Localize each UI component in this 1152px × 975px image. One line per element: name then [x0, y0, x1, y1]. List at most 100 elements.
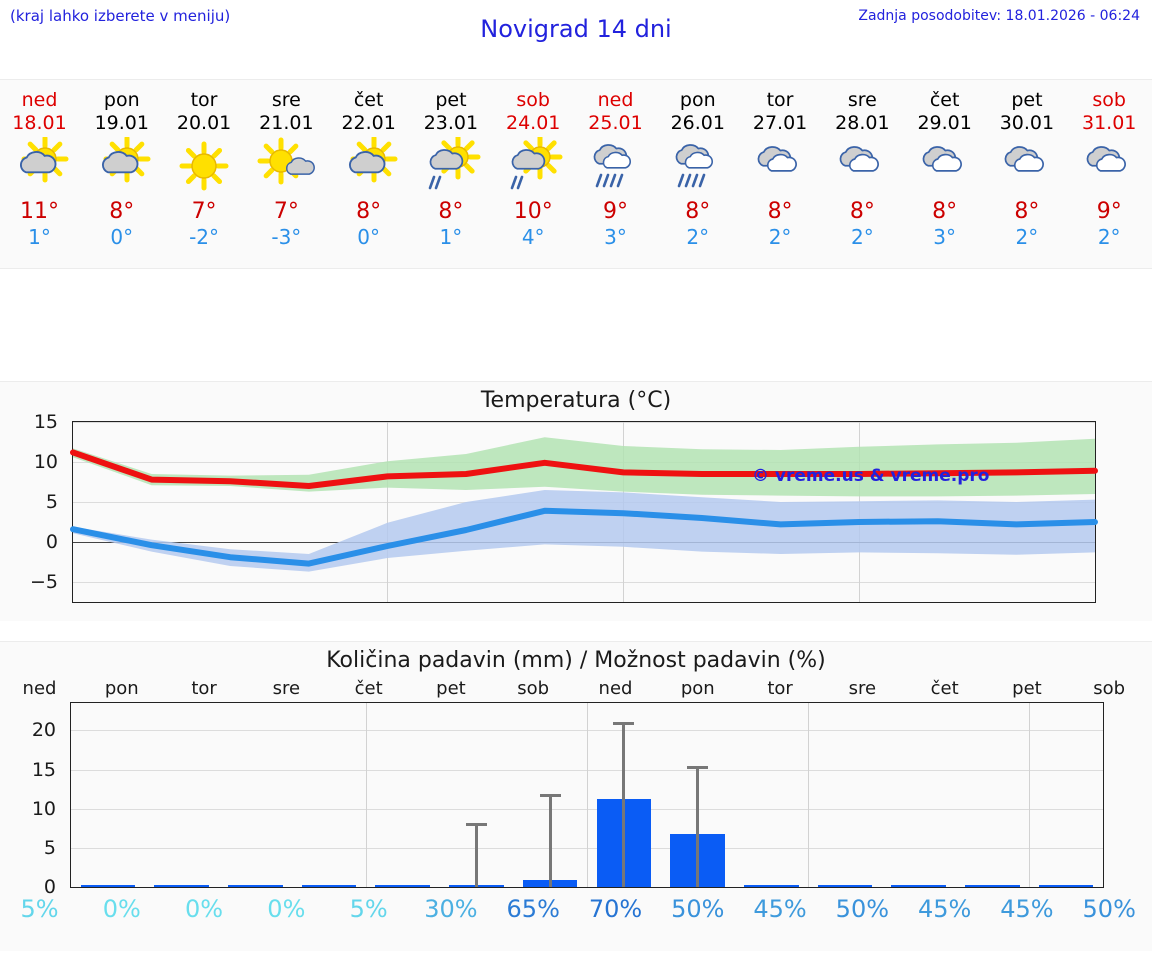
temperature-chart-title: Temperatura (°C) — [480, 388, 672, 413]
precipitation-probability: 0% — [267, 895, 306, 923]
precipitation-day-label: pon — [680, 678, 715, 699]
error-bar — [474, 822, 478, 887]
day-max-temp: 8° — [356, 199, 382, 224]
precipitation-bar[interactable] — [744, 884, 799, 887]
day-date: 19.01 — [94, 112, 149, 134]
error-bar-cap — [613, 721, 635, 725]
day-column[interactable]: čet 29.01 8° 3° — [905, 80, 984, 270]
day-name: pet — [1011, 89, 1043, 111]
cloudy-icon — [905, 137, 984, 195]
precipitation-day-label: pet — [436, 678, 466, 699]
precipitation-bar[interactable] — [80, 884, 136, 887]
precipitation-probability: 45% — [753, 895, 807, 923]
cloudy-icon — [1070, 137, 1149, 195]
cloudy-icon — [823, 137, 902, 195]
precipitation-chart-title: Količina padavin (mm) / Možnost padavin … — [326, 648, 826, 673]
day-name: sre — [271, 89, 301, 111]
rain-icon — [658, 137, 737, 195]
precipitation-bar[interactable] — [1038, 884, 1094, 887]
precipitation-probability: 50% — [1082, 895, 1136, 923]
day-name: ned — [21, 89, 58, 111]
day-column[interactable]: sob 31.01 9° 2° — [1070, 80, 1149, 270]
day-column[interactable]: sre 21.01 7° -3° — [247, 80, 326, 270]
precipitation-day-label: pet — [1012, 678, 1042, 699]
day-date: 29.01 — [917, 112, 972, 134]
gridline-vertical — [808, 703, 810, 887]
partly-cloudy-rain-icon — [494, 137, 573, 195]
rain-icon — [576, 137, 655, 195]
partly-cloudy-rain-icon — [411, 137, 490, 195]
day-date: 26.01 — [670, 112, 725, 134]
day-min-temp: 2° — [850, 225, 874, 249]
day-column[interactable]: čet 22.01 8° 0° — [329, 80, 408, 270]
precipitation-probability: 50% — [671, 895, 725, 923]
location-hint: (kraj lahko izberete v meniju) — [10, 7, 231, 25]
precipitation-day-label: čet — [354, 678, 383, 699]
precipitation-probability: 5% — [20, 895, 59, 923]
day-min-temp: 2° — [1015, 225, 1039, 249]
precipitation-y-tick: 5 — [43, 836, 56, 859]
precipitation-day-label: ned — [598, 678, 633, 699]
precipitation-probability: 45% — [1000, 895, 1054, 923]
precipitation-day-label: sob — [517, 678, 550, 699]
temperature-y-tick: 15 — [33, 411, 58, 433]
day-date: 22.01 — [341, 112, 396, 134]
error-bar — [548, 793, 552, 887]
precipitation-y-tick: 15 — [31, 758, 56, 781]
day-min-temp: 2° — [768, 225, 792, 249]
day-max-temp: 7° — [191, 199, 217, 224]
precipitation-day-label: sre — [848, 678, 877, 699]
temperature-y-axis: 15 10 5 0 −5 — [0, 411, 66, 603]
temperature-y-tick: −5 — [29, 571, 58, 593]
day-min-temp: 3° — [604, 225, 627, 249]
day-min-temp: -2° — [189, 225, 220, 249]
page-header: (kraj lahko izberete v meniju) Novigrad … — [0, 0, 1152, 48]
day-min-temp: 0° — [110, 225, 134, 249]
precipitation-y-tick: 0 — [43, 876, 56, 898]
day-name: tor — [766, 89, 794, 111]
cloudy-icon — [987, 137, 1066, 195]
day-max-temp: 8° — [767, 199, 793, 224]
day-column[interactable]: pon 19.01 8° 0° — [82, 80, 161, 270]
temperature-y-tick: 10 — [33, 451, 58, 473]
sun-cloud-icon — [247, 137, 326, 195]
day-max-temp: 8° — [849, 199, 875, 224]
day-column[interactable]: ned 18.01 11° 1° — [0, 80, 79, 270]
precipitation-bar[interactable] — [375, 884, 430, 887]
precipitation-chart: Količina padavin (mm) / Možnost padavin … — [0, 641, 1152, 951]
sunny-icon — [165, 137, 244, 195]
day-min-temp: 1° — [439, 225, 463, 249]
precipitation-bar[interactable] — [891, 884, 946, 887]
day-date: 25.01 — [588, 112, 643, 134]
day-name: pon — [103, 89, 140, 111]
day-date: 18.01 — [12, 112, 67, 134]
day-column[interactable]: pet 23.01 8° 1° — [411, 80, 490, 270]
day-name: sre — [847, 89, 877, 111]
precipitation-bar[interactable] — [817, 884, 873, 887]
precipitation-bar[interactable] — [301, 884, 357, 887]
error-bar-cap — [465, 822, 487, 826]
day-column[interactable]: tor 27.01 8° 2° — [741, 80, 820, 270]
day-min-temp: 0° — [357, 225, 380, 249]
partly-cloudy-icon — [82, 137, 161, 195]
precipitation-bar[interactable] — [154, 884, 209, 887]
precipitation-bar[interactable] — [228, 884, 283, 887]
precipitation-probability: 50% — [835, 895, 890, 923]
day-column[interactable]: pet 30.01 8° 2° — [987, 80, 1066, 270]
precipitation-day-label: tor — [767, 678, 793, 699]
partly-cloudy-icon — [0, 137, 79, 195]
day-max-temp: 10° — [513, 199, 553, 224]
day-column[interactable]: tor 20.01 7° -2° — [165, 80, 244, 270]
watermark: © vreme.us & vreme.pro — [752, 466, 990, 486]
day-max-temp: 7° — [273, 199, 299, 224]
day-column[interactable]: sob 24.01 10° 4° — [494, 80, 573, 270]
day-name: pon — [679, 89, 716, 111]
gridline — [73, 422, 1095, 423]
day-column[interactable]: sre 28.01 8° 2° — [823, 80, 902, 270]
precipitation-probability-row: 5% 0% 0% 0% 5% 30% 65% 70% 50% 45% 50% 45% 45% 50% — [0, 895, 1152, 931]
day-column[interactable]: pon 26.01 8° 2° — [658, 80, 737, 270]
day-max-temp: 8° — [1014, 199, 1040, 224]
precipitation-bar[interactable] — [965, 884, 1020, 887]
day-name: pet — [435, 89, 467, 111]
day-column[interactable]: ned 25.01 9° 3° — [576, 80, 655, 270]
